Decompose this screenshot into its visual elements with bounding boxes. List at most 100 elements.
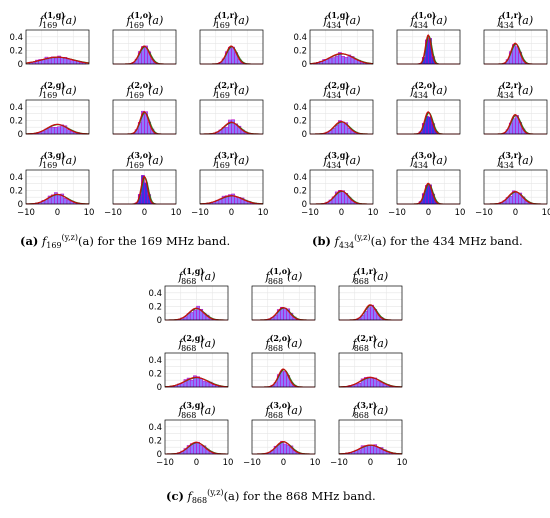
y-tick-label: 0.2 [9,116,23,126]
panel-label: f(2,g)169(a) [39,80,77,100]
panel-label: f(2,o)868(a) [265,333,303,353]
histogram-panel: f(2,r)434(a) [484,80,547,134]
histogram-bar [280,372,283,387]
panel-label-sub: 434 [326,91,341,100]
histogram-bar [54,58,57,64]
panel-label-arg: (a) [200,404,215,417]
histogram-bar [67,59,70,64]
panel-label-arg: (a) [518,84,533,97]
panel-label: f(3,r)169(a) [213,150,250,170]
panel-label: f(2,o)434(a) [410,80,448,100]
x-tick-label: 0 [229,208,234,218]
panel-label-arg: (a) [432,154,447,167]
x-tick-label: −10 [17,208,35,218]
panel-label-arg: (a) [61,84,76,97]
panel-label-arg: (a) [148,154,163,167]
histogram-panel: f(1,g)434(a)00.20.4 [293,10,373,70]
histogram-bar [200,379,203,387]
panel-label-sub: 169 [215,161,230,170]
histogram-panel: f(2,g)169(a)00.20.4 [9,80,89,140]
panel-label-sub: 868 [181,344,196,353]
panel-label-arg: (a) [61,154,76,167]
y-tick-label: 0.2 [293,186,307,196]
panel-label: f(1,g)868(a) [178,266,216,286]
x-tick-label: 0 [55,208,60,218]
histogram-bar [358,383,361,387]
y-tick-label: 0.4 [293,103,307,113]
histogram-panel: f(2,g)868(a)00.20.4 [148,333,228,393]
histogram-bar [371,379,374,387]
panel-label-arg: (a) [148,14,163,27]
histogram-panel: f(1,o)868(a) [252,266,315,320]
x-tick-label: 10 [397,458,408,468]
histogram-panel: f(2,o)434(a) [397,80,460,134]
panel-label: f(1,r)868(a) [352,266,389,286]
histogram-panel: f(2,o)169(a) [113,80,176,134]
y-tick-label: 0.2 [9,46,23,56]
histogram-bar [61,57,64,64]
histogram-bar [287,445,290,454]
panel-label-sub: 169 [129,91,144,100]
panel-label: f(1,r)434(a) [497,10,534,30]
histogram-bar [358,450,361,454]
panel-label-sub: 868 [268,411,283,420]
panel-label: f(3,o)434(a) [410,150,448,170]
panel-label-arg: (a) [200,337,215,350]
histogram-panel: f(1,r)434(a) [484,10,547,64]
panel-label-arg: (a) [345,84,360,97]
panel-label: f(2,g)868(a) [178,333,216,353]
panel-label-arg: (a) [432,14,447,27]
y-tick-label: 0.4 [9,173,23,183]
histogram-bar [345,57,348,64]
x-tick-label: 10 [368,208,379,218]
panel-label-sub: 868 [354,411,369,420]
panel-label-arg: (a) [373,337,388,350]
histogram-bar [58,194,61,204]
panel-label-arg: (a) [518,154,533,167]
histogram-bar [225,127,228,134]
panel-label: f(1,o)868(a) [265,266,303,286]
histogram-bar [193,443,196,454]
panel-label-arg: (a) [234,154,249,167]
panel-label-sub: 169 [42,161,57,170]
x-tick-label: 10 [171,208,182,218]
x-tick-label: 0 [513,208,518,218]
caption-b: (b) f434(y,z)(a) for the 434 MHz band. [312,233,523,250]
panel-label-arg: (a) [287,404,302,417]
histogram-bar [335,125,338,134]
histogram-bar [509,196,512,204]
histogram-bar [377,381,380,387]
histogram-bar [190,380,193,387]
histogram-bar [335,56,338,64]
panel-label: f(2,g)434(a) [323,80,361,100]
histogram-bar [48,58,51,64]
histogram-bar [284,371,287,387]
panel-label: f(3,g)868(a) [178,400,216,420]
y-tick-label: 0 [18,130,23,140]
panel-label-arg: (a) [148,84,163,97]
panel-label: f(3,o)868(a) [265,400,303,420]
panel-label-sub: 868 [354,344,369,353]
x-tick-label: 0 [426,208,431,218]
panel-label-arg: (a) [518,14,533,27]
panel-label: f(3,r)434(a) [497,150,534,170]
x-tick-label: −10 [243,458,261,468]
panel-label-sub: 434 [326,161,341,170]
y-tick-label: 0.2 [293,116,307,126]
histogram-bar [200,445,203,454]
histogram-bar [181,384,184,387]
histogram-bar [193,310,196,320]
panel-label-sub: 169 [129,161,144,170]
panel-label-arg: (a) [373,270,388,283]
x-tick-label: 10 [258,208,269,218]
x-tick-label: 0 [194,458,199,468]
histogram-bar [64,198,67,204]
x-tick-label: −10 [104,208,122,218]
y-tick-label: 0 [157,316,162,326]
histogram-bar [203,381,206,387]
